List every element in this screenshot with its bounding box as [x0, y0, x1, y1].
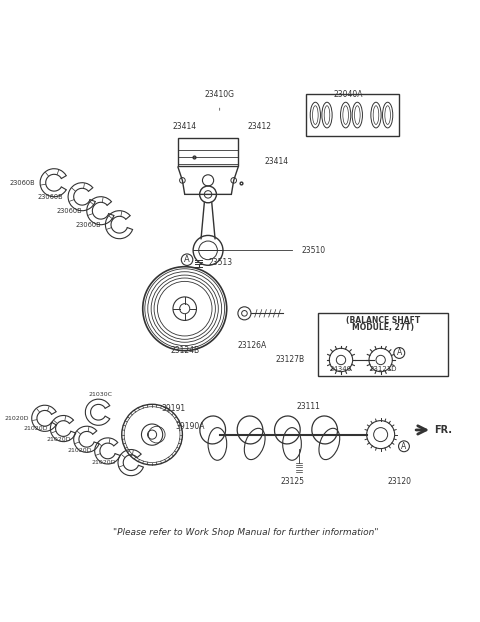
- Text: 24340: 24340: [330, 366, 352, 373]
- Text: 23414: 23414: [173, 123, 197, 131]
- Text: 23121D: 23121D: [369, 366, 397, 373]
- Text: 23127B: 23127B: [276, 356, 305, 364]
- Text: "Please refer to Work Shop Manual for further information": "Please refer to Work Shop Manual for fu…: [113, 528, 378, 537]
- Text: (BALANCE SHAFT: (BALANCE SHAFT: [346, 316, 420, 325]
- Bar: [178, 139, 239, 167]
- Text: 21020D: 21020D: [47, 437, 72, 442]
- Text: 21020D: 21020D: [68, 448, 92, 453]
- Text: A: A: [401, 442, 407, 451]
- Text: 23060B: 23060B: [75, 221, 101, 228]
- Text: 23126A: 23126A: [238, 341, 267, 350]
- Text: A: A: [396, 348, 402, 358]
- Text: 23414: 23414: [264, 157, 288, 166]
- Bar: [318, 313, 448, 376]
- Text: 23125: 23125: [280, 477, 304, 486]
- Text: 23060B: 23060B: [38, 193, 63, 200]
- Text: 39191: 39191: [161, 404, 186, 414]
- Text: 23410G: 23410G: [204, 90, 235, 98]
- Text: A: A: [184, 255, 190, 264]
- Text: 23060B: 23060B: [10, 180, 36, 186]
- Text: 23124B: 23124B: [170, 346, 199, 355]
- Text: 39190A: 39190A: [175, 422, 205, 431]
- Text: 21020D: 21020D: [5, 415, 29, 421]
- Text: 23060B: 23060B: [57, 208, 82, 214]
- Text: 23111: 23111: [297, 402, 320, 411]
- Text: FR.: FR.: [434, 425, 452, 435]
- Text: 21020D: 21020D: [91, 460, 116, 465]
- Text: 23513: 23513: [208, 258, 232, 266]
- Text: MODULE, 27T): MODULE, 27T): [352, 323, 414, 332]
- Text: 21030C: 21030C: [89, 392, 113, 397]
- Text: 21020D: 21020D: [24, 426, 48, 431]
- Text: 23120: 23120: [387, 477, 411, 486]
- Text: 23510: 23510: [301, 246, 325, 255]
- Text: 23412: 23412: [247, 123, 271, 131]
- Bar: [306, 94, 399, 136]
- Text: 23040A: 23040A: [333, 90, 363, 98]
